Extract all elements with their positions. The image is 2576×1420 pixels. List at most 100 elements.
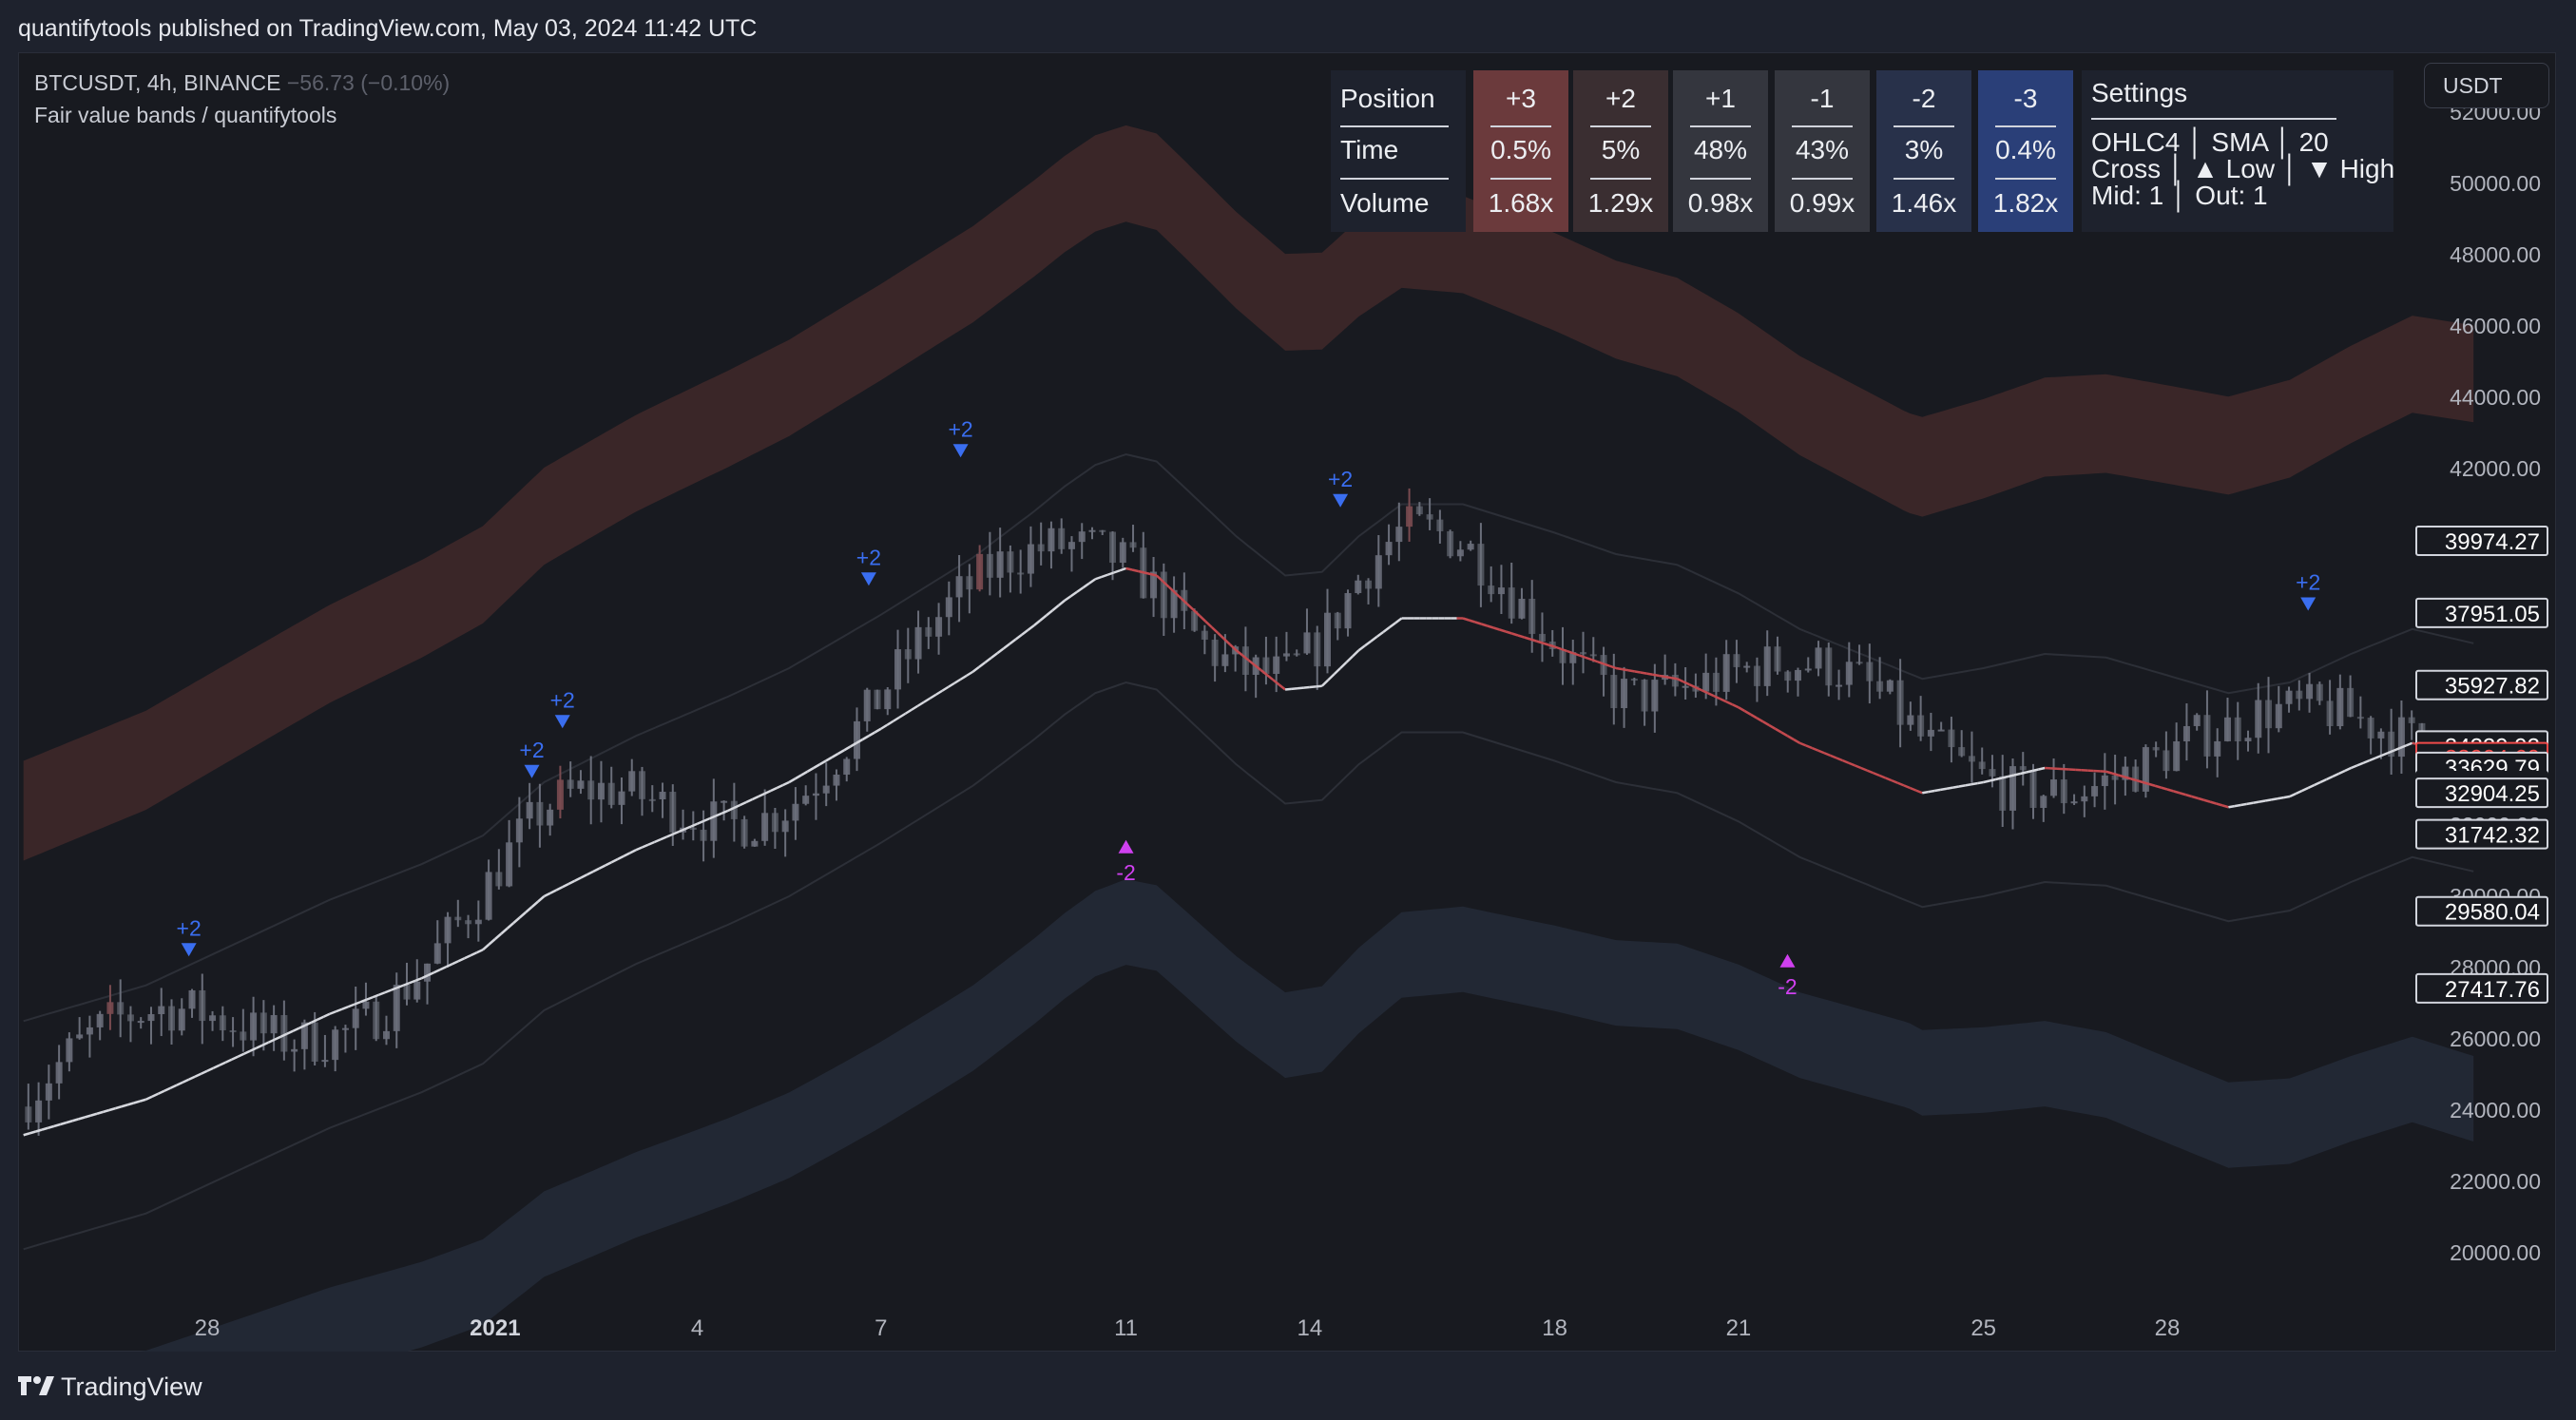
y-tick-label: 48000.00 bbox=[2450, 242, 2541, 267]
candle-body bbox=[1241, 646, 1249, 675]
fair-value-segment bbox=[151, 1092, 159, 1098]
divider bbox=[2091, 118, 2336, 120]
candle-body bbox=[1436, 519, 1444, 531]
volume-value: 0.99x bbox=[1789, 188, 1855, 218]
fair-value-segment bbox=[678, 828, 686, 834]
fair-value-segment bbox=[2228, 804, 2236, 809]
candle-body bbox=[761, 813, 769, 841]
candle-body bbox=[597, 782, 605, 800]
candle-body bbox=[1651, 680, 1659, 712]
fair-value-segment bbox=[1303, 685, 1310, 689]
candle-body bbox=[1763, 646, 1771, 686]
candle-body bbox=[199, 989, 206, 1022]
divider bbox=[1894, 178, 1954, 180]
fair-value-segment bbox=[2184, 793, 2193, 798]
fair-value-segment bbox=[1229, 643, 1238, 652]
candle-body bbox=[1927, 729, 1934, 737]
fair-value-segment bbox=[512, 916, 521, 925]
candle-body bbox=[955, 576, 963, 598]
fair-value-segment bbox=[1854, 764, 1862, 770]
settings-line-2: Cross │ ▲ Low │ ▼ High bbox=[2091, 154, 2395, 183]
candle-body bbox=[1978, 761, 1986, 770]
fair-value-segment bbox=[279, 1032, 288, 1038]
candle-body bbox=[1211, 639, 1219, 666]
price-tag-box bbox=[2415, 818, 2548, 850]
fair-value-segment bbox=[1970, 781, 1978, 786]
candle-body bbox=[2306, 683, 2314, 700]
candle-body bbox=[874, 689, 881, 710]
fair-value-segment bbox=[959, 674, 968, 681]
fair-value-segment bbox=[2216, 802, 2223, 807]
candle-body bbox=[689, 827, 697, 830]
fair-value-segment bbox=[157, 1089, 165, 1095]
fair-value-segment bbox=[782, 780, 790, 787]
fair-value-segment bbox=[2387, 749, 2394, 755]
candle-body bbox=[25, 1106, 32, 1123]
currency-button[interactable]: USDT bbox=[2424, 63, 2549, 108]
fair-value-segment bbox=[861, 735, 870, 741]
divider bbox=[1995, 178, 2056, 180]
fair-value-segment bbox=[1590, 658, 1599, 663]
indicator-label[interactable]: Fair value bands / quantifytools bbox=[34, 103, 337, 127]
candle-body bbox=[1477, 544, 1485, 586]
candle-body bbox=[332, 1029, 339, 1061]
fair-value-segment bbox=[800, 770, 809, 777]
fair-value-segment bbox=[2369, 757, 2376, 762]
fair-value-segment bbox=[409, 979, 416, 985]
candle-body bbox=[1201, 630, 1208, 640]
candle-body bbox=[2275, 703, 2282, 729]
candle-body bbox=[2142, 747, 2149, 792]
fair-value-segment bbox=[1646, 672, 1653, 676]
fair-value-segment bbox=[1615, 666, 1623, 671]
candle-body bbox=[792, 803, 799, 821]
price-labels: 39974.2737951.0535927.8234229.9233904.60… bbox=[2415, 525, 2548, 1004]
candle-body bbox=[1855, 662, 1863, 664]
candle-body bbox=[495, 872, 503, 887]
fair-value-segment bbox=[1567, 649, 1574, 655]
candle-body bbox=[2326, 700, 2334, 727]
fair-value-segment bbox=[996, 647, 1005, 655]
fair-value-segment bbox=[2301, 786, 2309, 793]
signal-marker: -2 bbox=[1116, 839, 1136, 885]
candle-body bbox=[2285, 690, 2293, 704]
fair-value-segment bbox=[1603, 662, 1611, 667]
candle-body bbox=[1007, 551, 1014, 573]
candle-body bbox=[1907, 715, 1914, 725]
row-labels-column: Position Time Volume bbox=[1331, 70, 1466, 232]
candle-body bbox=[966, 576, 973, 590]
fair-value-segment bbox=[256, 1044, 263, 1049]
candle-body bbox=[1630, 679, 1638, 681]
fair-value-segment bbox=[1535, 640, 1544, 644]
fair-value-segment bbox=[71, 1118, 80, 1123]
candle-body bbox=[106, 1002, 114, 1014]
candle-body bbox=[1569, 652, 1577, 663]
y-tick-label: 24000.00 bbox=[2450, 1098, 2541, 1123]
fair-value-segment bbox=[1180, 597, 1188, 605]
fair-value-segment bbox=[1320, 679, 1330, 687]
fair-value-segment bbox=[758, 792, 765, 798]
fair-value-segment bbox=[317, 1015, 324, 1021]
fair-value-segment bbox=[1560, 647, 1567, 653]
fair-value-segment bbox=[176, 1081, 183, 1086]
fair-value-segment bbox=[267, 1038, 276, 1044]
settings-line-3: Mid: 1 │ Out: 1 bbox=[2091, 181, 2268, 210]
upper-band bbox=[23, 125, 2474, 861]
time-axis[interactable]: 28 2021 4 7 11 14 18 21 25 28 bbox=[195, 1315, 2181, 1341]
candle-body bbox=[1262, 657, 1270, 675]
symbol-label[interactable]: BTCUSDT, 4h, BINANCE bbox=[34, 70, 281, 95]
candle-body bbox=[1937, 729, 1945, 732]
fair-value-segment bbox=[169, 1084, 178, 1089]
fair-value-segment bbox=[1873, 772, 1880, 777]
candle-body bbox=[403, 985, 411, 1000]
candle-body bbox=[362, 1001, 370, 1009]
candle-body bbox=[2244, 738, 2252, 741]
x-tick-label: 11 bbox=[1114, 1315, 1138, 1341]
fair-value-segment bbox=[1909, 786, 1917, 792]
fair-value-segment bbox=[1150, 572, 1158, 577]
fair-value-segment bbox=[751, 795, 759, 801]
fair-value-segment bbox=[500, 927, 509, 935]
fair-value-segment bbox=[377, 991, 386, 996]
fair-value-segment bbox=[108, 1106, 116, 1112]
brand-name: TradingView bbox=[61, 1372, 202, 1401]
